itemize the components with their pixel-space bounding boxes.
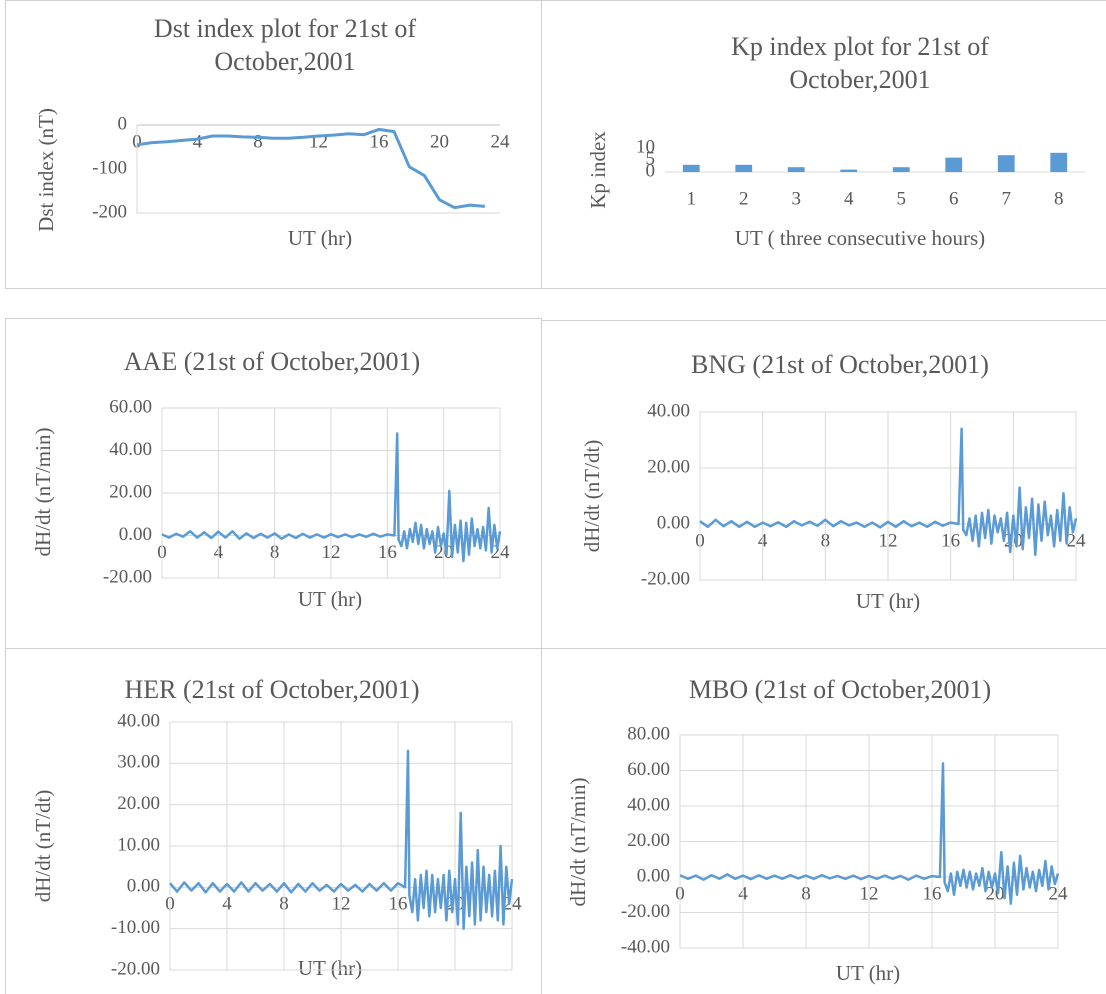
x-tick-label: 8 xyxy=(1054,188,1064,209)
y-tick-label: 0.00 xyxy=(657,512,690,533)
bar xyxy=(735,164,753,172)
x-tick-label: 2 xyxy=(739,188,749,209)
y-axis-label: Kp index xyxy=(586,131,610,209)
bar xyxy=(840,169,858,172)
chart-title: Kp index plot for 21st of October,2001 xyxy=(731,32,989,94)
x-tick-label: 3 xyxy=(792,188,802,209)
y-tick-label: 40.00 xyxy=(117,710,160,731)
chart-title: HER (21st of October,2001) xyxy=(124,675,420,704)
x-tick-label: 4 xyxy=(844,188,854,209)
y-tick-label: -100 xyxy=(92,157,127,178)
y-tick-label: 40.00 xyxy=(647,400,690,421)
data-line xyxy=(169,749,514,930)
y-tick-label: -10.00 xyxy=(111,917,160,938)
x-axis-label: UT (hr) xyxy=(856,589,920,613)
y-tick-label: -20.00 xyxy=(103,566,152,587)
x-tick-label: 5 xyxy=(897,188,907,209)
y-axis-label: dH/dt (nT/min) xyxy=(31,428,55,557)
y-tick-label: 60.00 xyxy=(109,396,152,417)
x-tick-label: 4 xyxy=(193,131,203,152)
chart-title: MBO (21st of October,2001) xyxy=(688,675,992,704)
x-tick-label: 16 xyxy=(370,131,389,152)
y-tick-label: 40.00 xyxy=(627,794,670,815)
x-tick-label: 6 xyxy=(949,188,959,209)
y-tick-label: 0 xyxy=(646,160,656,181)
bar xyxy=(997,155,1015,172)
data-line xyxy=(699,427,1078,557)
y-tick-label: 0.00 xyxy=(127,876,160,897)
y-tick-label: 10 xyxy=(636,136,655,157)
y-tick-label: 40.00 xyxy=(109,439,152,460)
y-axis-label: dH/dt (nT/dt) xyxy=(580,440,604,553)
chart-title: BNG (21st of October,2001) xyxy=(691,350,989,379)
y-tick-label: -20.00 xyxy=(641,568,690,589)
y-tick-label: -20.00 xyxy=(111,958,160,979)
y-tick-label: 80.00 xyxy=(627,723,670,744)
data-line xyxy=(136,127,486,210)
x-tick-label: 8 xyxy=(253,131,263,152)
panel-frame xyxy=(541,648,1106,994)
bar xyxy=(787,167,805,172)
bar xyxy=(945,157,963,172)
y-tick-label: 0.00 xyxy=(637,865,670,886)
panel-frame xyxy=(541,0,1106,289)
y-axis-label: dH/dt (nT/min) xyxy=(566,778,590,907)
chart-title: AAE (21st of October,2001) xyxy=(123,347,421,376)
bar xyxy=(1050,152,1068,172)
bar xyxy=(892,167,910,172)
chart-title: Dst index plot for 21st of October,2001 xyxy=(153,14,417,76)
y-tick-label: 20.00 xyxy=(647,456,690,477)
y-tick-label: 60.00 xyxy=(627,759,670,780)
y-tick-label: 10.00 xyxy=(117,834,160,855)
y-tick-label: 0 xyxy=(118,113,128,134)
y-tick-label: -200 xyxy=(92,201,127,222)
x-axis-label: UT (hr) xyxy=(288,226,352,250)
y-tick-label: 0.00 xyxy=(119,524,152,545)
y-tick-label: 5 xyxy=(646,148,656,169)
y-axis-label: dH/dt (nT/dt) xyxy=(31,790,55,903)
x-tick-label: 7 xyxy=(1002,188,1012,209)
x-axis-label: UT (hr) xyxy=(836,961,900,985)
y-tick-label: 30.00 xyxy=(117,752,160,773)
x-tick-label: 1 xyxy=(687,188,697,209)
data-line xyxy=(679,762,1060,905)
x-axis-label: UT (hr) xyxy=(298,956,362,980)
y-tick-label: 20.00 xyxy=(627,830,670,851)
y-axis-label: Dst index (nT) xyxy=(34,108,58,232)
y-tick-label: 20.00 xyxy=(117,793,160,814)
x-tick-label: 20 xyxy=(430,131,449,152)
data-line xyxy=(161,432,502,563)
bar xyxy=(682,164,700,172)
x-tick-label: 24 xyxy=(491,131,511,152)
y-tick-label: -40.00 xyxy=(621,936,670,957)
x-axis-label: UT (hr) xyxy=(298,587,362,611)
y-tick-label: 20.00 xyxy=(109,481,152,502)
y-tick-label: -20.00 xyxy=(621,901,670,922)
x-axis-label: UT ( three consecutive hours) xyxy=(735,226,985,250)
